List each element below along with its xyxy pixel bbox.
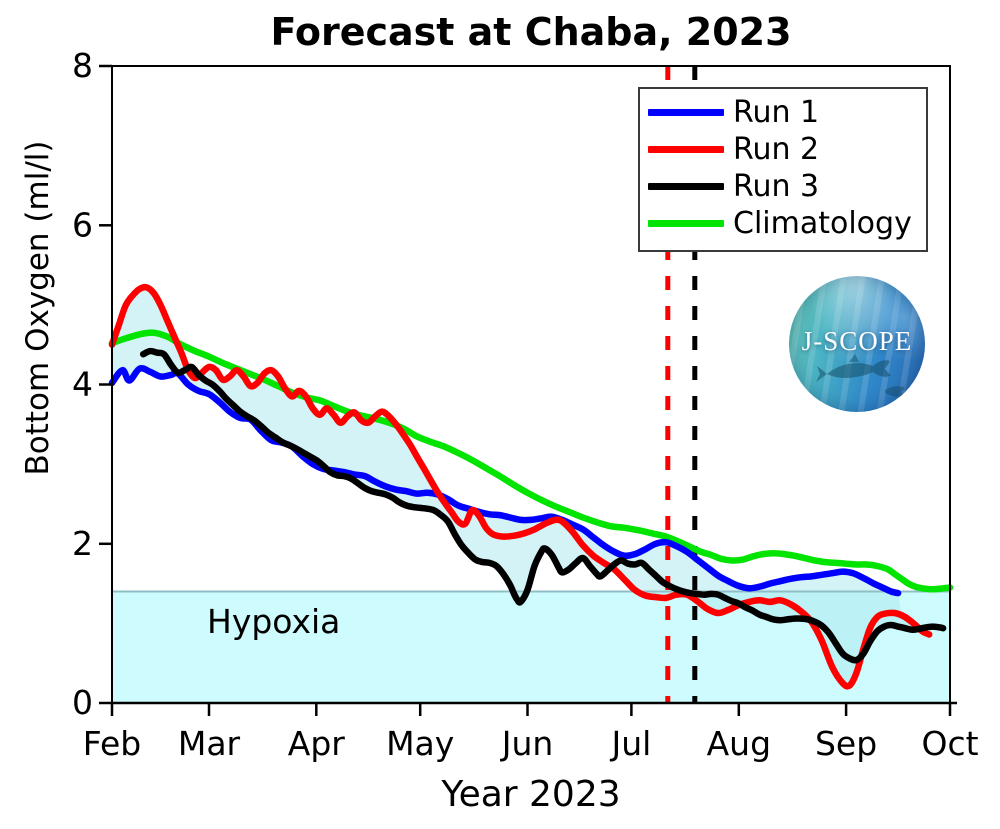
legend-item-run3: Run 3 xyxy=(640,168,926,205)
svg-text:6: 6 xyxy=(72,205,93,244)
svg-text:0: 0 xyxy=(72,683,93,722)
run1-line-sample xyxy=(648,109,724,116)
svg-text:4: 4 xyxy=(72,365,93,404)
legend-label-run1: Run 1 xyxy=(733,95,820,130)
legend-item-run1: Run 1 xyxy=(640,94,926,131)
x-axis-label: Year 2023 xyxy=(441,774,621,815)
legend-item-climatology: Climatology xyxy=(640,205,926,242)
jscope-logo: J-SCOPE xyxy=(789,276,925,412)
svg-text:Feb: Feb xyxy=(83,724,141,763)
legend-label-run2: Run 2 xyxy=(733,132,820,167)
svg-text:8: 8 xyxy=(72,46,93,85)
legend: Run 1 Run 2 Run 3 Climatology xyxy=(638,87,928,252)
hypoxia-annotation: Hypoxia xyxy=(207,602,341,641)
svg-text:Aug: Aug xyxy=(707,724,771,763)
svg-text:Apr: Apr xyxy=(288,724,346,763)
run3-line-sample xyxy=(648,183,724,190)
svg-text:Sep: Sep xyxy=(815,724,877,763)
legend-label-run3: Run 3 xyxy=(733,169,820,204)
svg-text:Jul: Jul xyxy=(609,724,651,763)
run2-line-sample xyxy=(648,146,724,153)
svg-text:Mar: Mar xyxy=(178,724,241,763)
chart-title: Forecast at Chaba, 2023 xyxy=(270,10,792,54)
climatology-line-sample xyxy=(648,220,724,227)
legend-label-climatology: Climatology xyxy=(733,206,912,241)
svg-text:May: May xyxy=(386,724,454,763)
svg-text:Oct: Oct xyxy=(921,724,978,763)
fish-icon xyxy=(816,354,905,397)
svg-text:2: 2 xyxy=(72,524,93,563)
jscope-logo-text: J-SCOPE xyxy=(801,326,913,357)
svg-text:Jun: Jun xyxy=(500,724,554,763)
legend-item-run2: Run 2 xyxy=(640,131,926,168)
